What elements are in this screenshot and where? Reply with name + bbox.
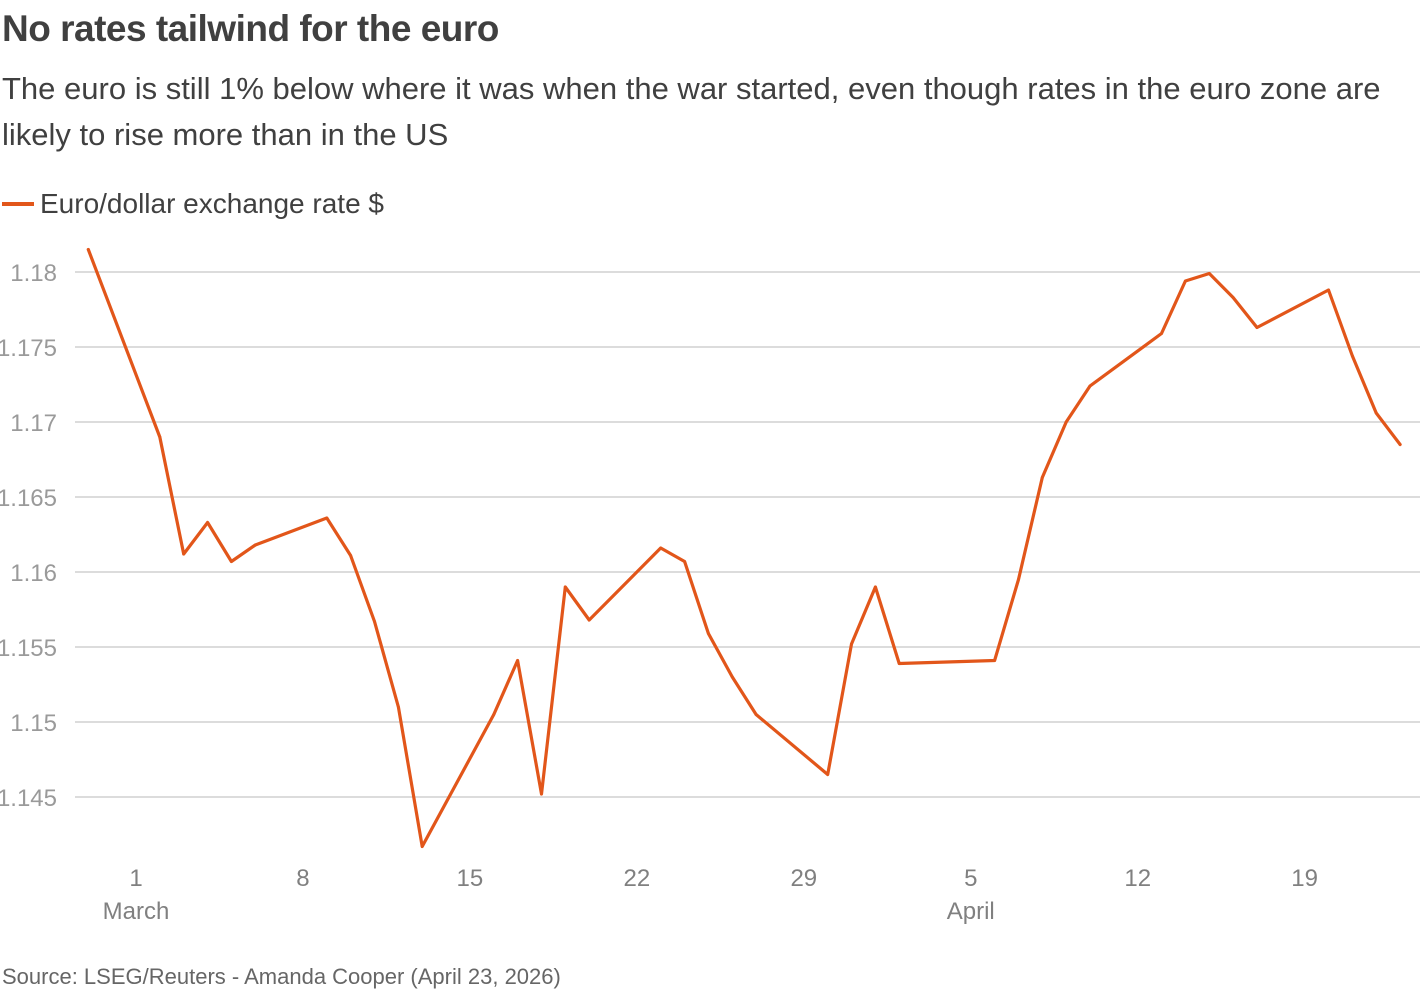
- x-tick-label: 1: [129, 865, 142, 892]
- x-month-label: April: [947, 898, 995, 925]
- x-tick-label: 12: [1124, 865, 1151, 892]
- data-point: [253, 543, 257, 547]
- x-tick-label: 5: [964, 865, 977, 892]
- legend-label: Euro/dollar exchange rate $: [40, 188, 384, 219]
- data-point: [86, 248, 90, 251]
- y-tick-label: 1.165: [0, 485, 57, 512]
- data-point: [540, 792, 543, 796]
- y-axis-ticks: 1.145 1.15 1.155 1.16 1.165 1.17 1.175 1.18: [0, 260, 57, 812]
- data-point: [1327, 288, 1330, 292]
- data-point: [516, 659, 519, 662]
- data-point: [1374, 411, 1378, 415]
- data-point: [182, 552, 186, 556]
- y-tick-label: 1.17: [10, 410, 57, 437]
- data-point: [373, 620, 376, 623]
- data-point: [1160, 332, 1163, 335]
- data-point: [707, 632, 710, 635]
- data-point: [396, 705, 400, 709]
- x-tick-label: 19: [1291, 865, 1318, 892]
- data-point: [1255, 326, 1259, 329]
- data-point: [1350, 354, 1354, 358]
- legend: Euro/dollar exchange rate $: [2, 184, 384, 224]
- data-point: [1064, 420, 1068, 424]
- data-point: [420, 845, 424, 848]
- data-point: [754, 713, 758, 716]
- y-tick-label: 1.15: [10, 710, 57, 737]
- y-tick-label: 1.18: [10, 260, 57, 287]
- data-point: [1207, 272, 1211, 275]
- y-tick-label: 1.175: [0, 335, 57, 362]
- data-point: [659, 546, 663, 550]
- data-point: [230, 560, 233, 563]
- series-line-euro-dollar: [86, 247, 1402, 849]
- data-point: [850, 642, 853, 646]
- data-point: [587, 618, 591, 622]
- x-axis-ticks: 1 March 8 15 22 29 5 April 12 19: [103, 865, 1318, 925]
- source-note: Source: LSEG/Reuters - Amanda Cooper (Ap…: [2, 964, 561, 989]
- data-point: [826, 773, 830, 776]
- x-tick-label: 29: [790, 865, 817, 892]
- data-point: [1231, 296, 1235, 299]
- series-group: [86, 247, 1402, 849]
- data-point: [873, 585, 877, 589]
- data-point: [1017, 578, 1020, 581]
- data-point: [492, 713, 496, 716]
- data-point: [1040, 476, 1044, 479]
- x-tick-label: 15: [457, 865, 484, 892]
- chart-title: No rates tailwind for the euro: [2, 8, 499, 49]
- data-point: [730, 675, 734, 679]
- y-tick-label: 1.145: [0, 785, 57, 812]
- data-point: [158, 435, 162, 439]
- data-point: [325, 516, 329, 520]
- legend-swatch: [2, 202, 34, 206]
- data-point: [563, 585, 567, 589]
- data-point: [1184, 279, 1187, 283]
- y-tick-label: 1.155: [0, 635, 57, 662]
- data-point: [897, 662, 901, 665]
- x-tick-label: 8: [296, 865, 309, 892]
- y-tick-label: 1.16: [10, 560, 57, 587]
- data-point: [349, 554, 353, 557]
- data-point: [993, 659, 996, 662]
- data-point: [1398, 443, 1402, 446]
- grid-lines: [75, 271, 1420, 798]
- x-month-label: March: [103, 898, 170, 925]
- x-tick-label: 22: [623, 865, 650, 892]
- data-point: [1088, 384, 1092, 388]
- chart-subtitle: The euro is still 1% below where it was …: [2, 71, 1381, 152]
- data-point: [683, 560, 686, 563]
- data-point: [206, 521, 209, 524]
